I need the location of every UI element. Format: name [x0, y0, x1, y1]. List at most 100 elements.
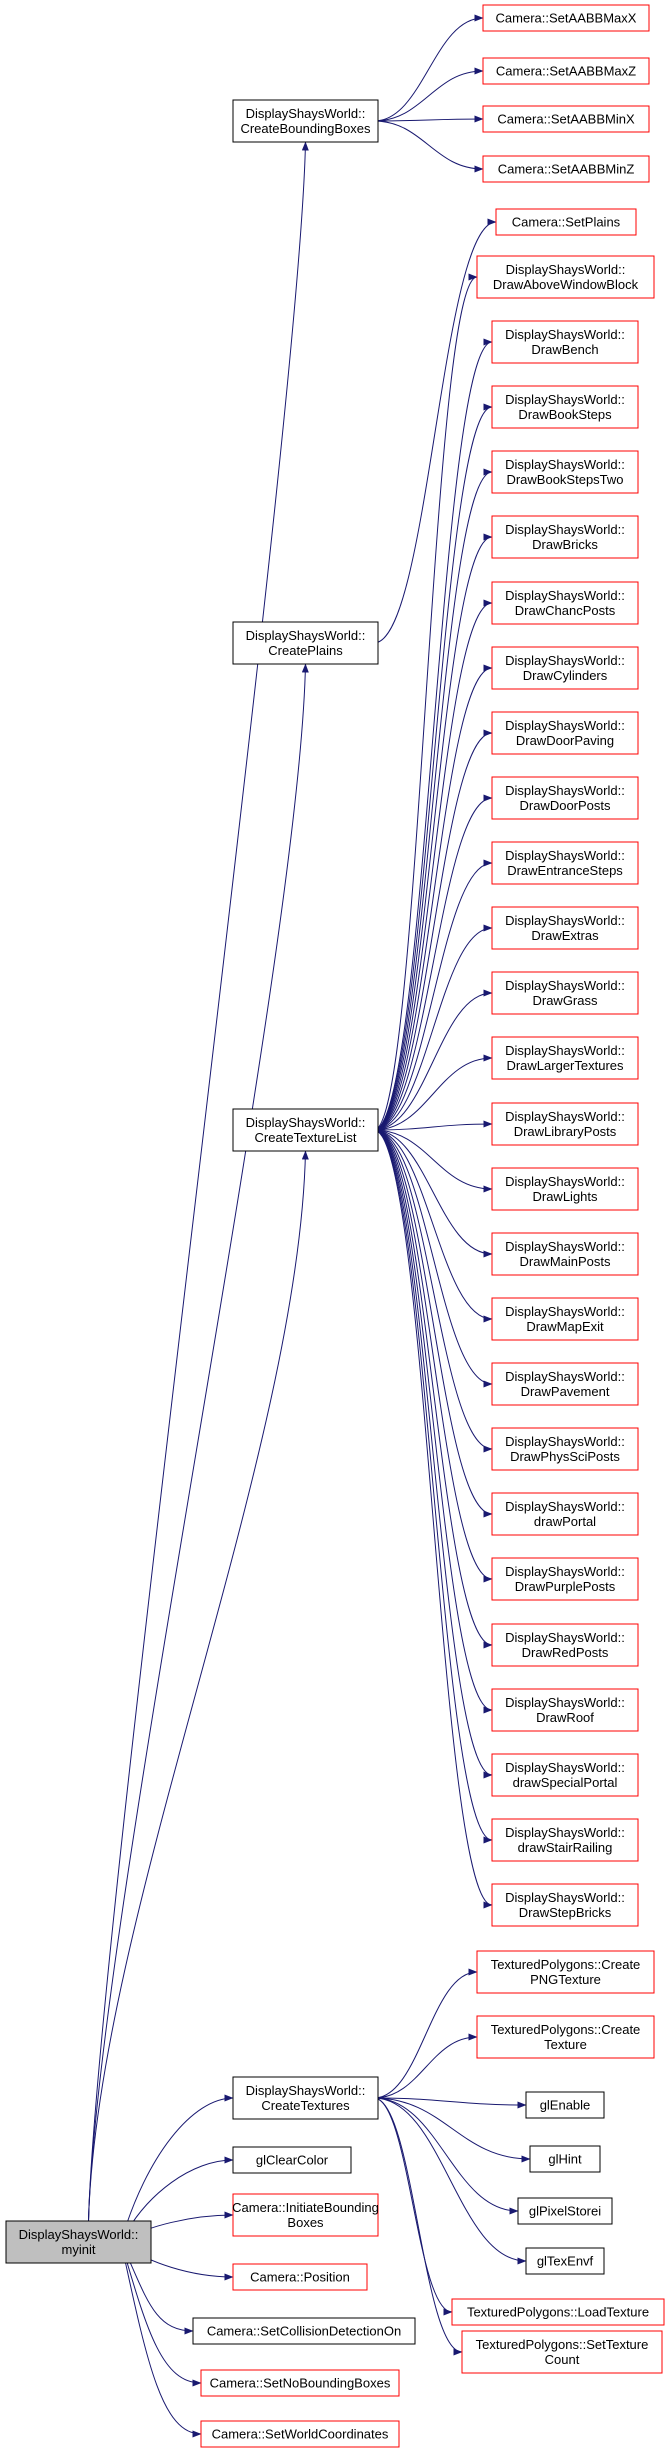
node-box	[491, 1036, 639, 1080]
node-draw-book-steps-two[interactable]: DisplayShaysWorld::DrawBookStepsTwo	[491, 450, 639, 494]
node-label-line: glHint	[548, 2152, 582, 2167]
node-set-plains[interactable]: Camera::SetPlains	[495, 208, 637, 236]
edge-create-texture-list-to-draw-grass	[373, 989, 493, 1131]
node-draw-lights[interactable]: DisplayShaysWorld::DrawLights	[491, 1167, 639, 1211]
node-draw-pavement[interactable]: DisplayShaysWorld::DrawPavement	[491, 1362, 639, 1406]
node-set-aabb-max-x[interactable]: Camera::SetAABBMaxX	[482, 4, 650, 32]
node-set-aabb-max-z[interactable]: Camera::SetAABBMaxZ	[482, 57, 650, 85]
node-draw-red-posts[interactable]: DisplayShaysWorld::DrawRedPosts	[491, 1623, 639, 1667]
edge-myinit-to-set-world-coordinates	[120, 2241, 202, 2438]
node-create-texture[interactable]: TexturedPolygons::CreateTexture	[476, 2015, 655, 2059]
node-create-bounding-boxes[interactable]: DisplayShaysWorld::CreateBoundingBoxes	[232, 99, 379, 143]
node-box	[495, 208, 637, 236]
edge-create-textures-to-load-texture	[373, 2097, 453, 2316]
node-create-plains[interactable]: DisplayShaysWorld::CreatePlains	[232, 621, 379, 665]
node-set-no-bounding-boxes[interactable]: Camera::SetNoBoundingBoxes	[200, 2369, 400, 2397]
node-draw-entrance-steps[interactable]: DisplayShaysWorld::DrawEntranceSteps	[491, 841, 639, 885]
edge-create-texture-list-to-draw-chanc-posts	[373, 599, 493, 1131]
node-label-line: DrawRoof	[536, 1710, 594, 1725]
node-box	[491, 320, 639, 364]
node-box	[491, 450, 639, 494]
node-draw-door-posts[interactable]: DisplayShaysWorld::DrawDoorPosts	[491, 776, 639, 820]
node-box	[232, 2146, 352, 2174]
node-set-world-coordinates[interactable]: Camera::SetWorldCoordinates	[200, 2420, 400, 2448]
edge-create-texture-list-to-draw-purple-posts	[373, 1129, 493, 1583]
node-draw-door-paving[interactable]: DisplayShaysWorld::DrawDoorPaving	[491, 711, 639, 755]
edge-create-texture-list-to-draw-book-steps-two	[373, 468, 493, 1131]
node-label-line: Camera::SetAABBMinZ	[498, 162, 635, 177]
node-draw-roof[interactable]: DisplayShaysWorld::DrawRoof	[491, 1688, 639, 1732]
edge-create-texture-list-to-draw-map-exit	[373, 1129, 493, 1323]
node-label-line: DisplayShaysWorld::	[505, 653, 625, 668]
node-gl-hint[interactable]: glHint	[529, 2145, 601, 2173]
node-label-line: DisplayShaysWorld::	[505, 848, 625, 863]
node-box	[232, 1108, 379, 1152]
node-draw-chanc-posts[interactable]: DisplayShaysWorld::DrawChancPosts	[491, 581, 639, 625]
node-create-textures[interactable]: DisplayShaysWorld::CreateTextures	[232, 2076, 379, 2120]
node-set-aabb-min-x[interactable]: Camera::SetAABBMinX	[482, 105, 650, 133]
node-label-line: DisplayShaysWorld::	[246, 1115, 366, 1130]
node-draw-bench[interactable]: DisplayShaysWorld::DrawBench	[491, 320, 639, 364]
node-label-line: DisplayShaysWorld::	[505, 978, 625, 993]
node-draw-portal[interactable]: DisplayShaysWorld::drawPortal	[491, 1492, 639, 1536]
edge-create-texture-list-to-draw-bricks	[373, 533, 493, 1131]
node-box	[232, 2263, 368, 2291]
node-label-line: DisplayShaysWorld::	[505, 1109, 625, 1124]
node-gl-tex-envf[interactable]: glTexEnvf	[525, 2247, 605, 2275]
edge-create-textures-to-create-texture	[373, 2033, 478, 2099]
edge-create-textures-to-gl-hint	[373, 2097, 531, 2163]
node-draw-map-exit[interactable]: DisplayShaysWorld::DrawMapExit	[491, 1297, 639, 1341]
node-label-line: drawStairRailing	[518, 1840, 613, 1855]
node-draw-special-portal[interactable]: DisplayShaysWorld::drawSpecialPortal	[491, 1753, 639, 1797]
node-create-texture-list[interactable]: DisplayShaysWorld::CreateTextureList	[232, 1108, 379, 1152]
node-load-texture[interactable]: TexturedPolygons::LoadTexture	[451, 2298, 665, 2326]
node-label-line: Texture	[544, 2037, 587, 2052]
edge-myinit-to-create-texture-list	[88, 1150, 309, 2222]
node-draw-grass[interactable]: DisplayShaysWorld::DrawGrass	[491, 971, 639, 1015]
edge-create-texture-list-to-draw-main-posts	[373, 1129, 493, 1258]
node-box	[491, 1557, 639, 1601]
node-box	[491, 1362, 639, 1406]
node-label-line: TexturedPolygons::LoadTexture	[467, 2305, 649, 2320]
node-label-line: DisplayShaysWorld::	[505, 783, 625, 798]
node-draw-cylinders[interactable]: DisplayShaysWorld::DrawCylinders	[491, 646, 639, 690]
node-draw-purple-posts[interactable]: DisplayShaysWorld::DrawPurplePosts	[491, 1557, 639, 1601]
edge-create-texture-list-to-draw-red-posts	[373, 1129, 493, 1649]
node-label-line: DisplayShaysWorld::	[505, 1304, 625, 1319]
node-label-line: CreateTextureList	[255, 1130, 357, 1145]
node-myinit: DisplayShaysWorld::myinit	[5, 2220, 152, 2264]
node-box	[491, 515, 639, 559]
node-position[interactable]: Camera::Position	[232, 2263, 368, 2291]
node-draw-phys-sci-posts[interactable]: DisplayShaysWorld::DrawPhysSciPosts	[491, 1427, 639, 1471]
node-box	[491, 1623, 639, 1667]
node-box	[482, 57, 650, 85]
node-label-line: Camera::SetAABBMaxX	[496, 11, 637, 26]
node-draw-above-window-block[interactable]: DisplayShaysWorld::DrawAboveWindowBlock	[476, 255, 655, 299]
edge-create-texture-list-to-draw-step-bricks	[373, 1129, 493, 1909]
node-draw-main-posts[interactable]: DisplayShaysWorld::DrawMainPosts	[491, 1232, 639, 1276]
node-draw-library-posts[interactable]: DisplayShaysWorld::DrawLibraryPosts	[491, 1102, 639, 1146]
node-gl-pixel-storei[interactable]: glPixelStorei	[517, 2197, 613, 2225]
node-set-collision-detection-on[interactable]: Camera::SetCollisionDetectionOn	[192, 2317, 416, 2345]
node-gl-clear-color[interactable]: glClearColor	[232, 2146, 352, 2174]
node-label-line: DisplayShaysWorld::	[505, 1174, 625, 1189]
edges-layer	[88, 14, 531, 2438]
node-gl-enable[interactable]: glEnable	[525, 2091, 605, 2119]
node-draw-bricks[interactable]: DisplayShaysWorld::DrawBricks	[491, 515, 639, 559]
node-label-line: DisplayShaysWorld::	[505, 588, 625, 603]
node-draw-step-bricks[interactable]: DisplayShaysWorld::DrawStepBricks	[491, 1883, 639, 1927]
node-box	[476, 2015, 655, 2059]
node-label-line: DisplayShaysWorld::	[506, 262, 626, 277]
edge-create-texture-list-to-draw-cylinders	[373, 664, 493, 1131]
node-draw-extras[interactable]: DisplayShaysWorld::DrawExtras	[491, 906, 639, 950]
node-box	[491, 581, 639, 625]
node-set-aabb-min-z[interactable]: Camera::SetAABBMinZ	[482, 155, 650, 183]
node-draw-book-steps[interactable]: DisplayShaysWorld::DrawBookSteps	[491, 385, 639, 429]
node-draw-stair-railing[interactable]: DisplayShaysWorld::drawStairRailing	[491, 1818, 639, 1862]
node-label-line: Camera::InitiateBounding	[232, 2200, 379, 2215]
node-label-line: DisplayShaysWorld::	[505, 392, 625, 407]
node-draw-larger-textures[interactable]: DisplayShaysWorld::DrawLargerTextures	[491, 1036, 639, 1080]
